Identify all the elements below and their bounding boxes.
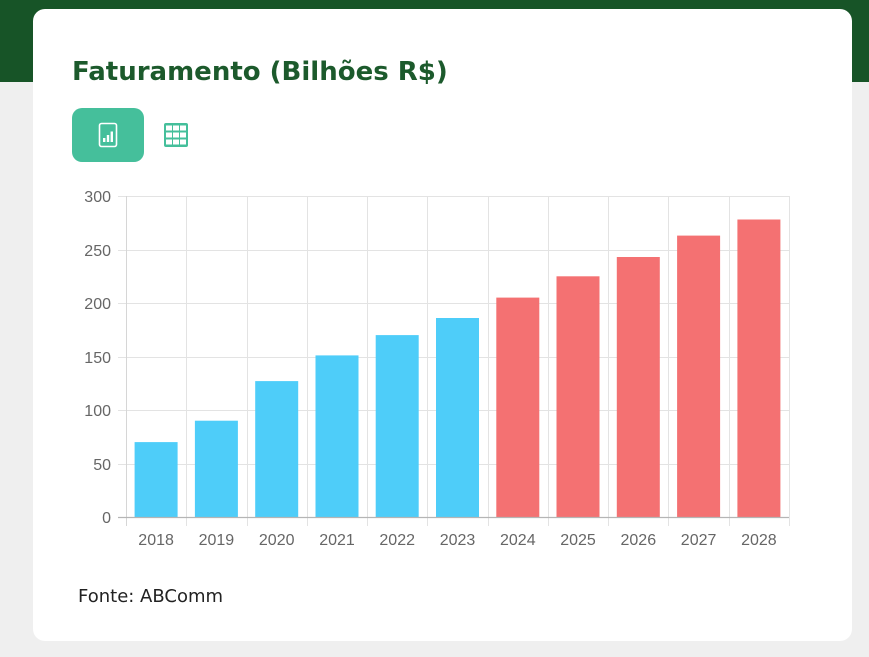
bar-2025[interactable] (556, 276, 600, 518)
bar-2022[interactable] (375, 335, 419, 517)
x-tick-label: 2023 (440, 532, 476, 549)
bar-2019[interactable] (194, 420, 238, 517)
chart-view-button[interactable] (72, 108, 144, 162)
bars (134, 219, 781, 518)
bar-chart-icon (98, 122, 118, 148)
bar-2027[interactable] (677, 235, 721, 517)
x-tick-label: 2021 (319, 532, 355, 549)
x-tick-label: 2018 (138, 532, 174, 549)
bar-2018[interactable] (134, 442, 178, 517)
bar-2020[interactable] (255, 381, 299, 517)
bar-2026[interactable] (616, 257, 660, 517)
x-tick-label: 2026 (621, 532, 657, 549)
x-tick-label: 2019 (199, 532, 235, 549)
bar-2023[interactable] (436, 318, 479, 517)
x-tick-label: 2020 (259, 532, 295, 549)
y-tick-label: 200 (84, 296, 111, 313)
y-tick-label: 100 (84, 403, 111, 420)
x-tick-label: 2022 (379, 532, 415, 549)
bar-2028[interactable] (737, 219, 781, 518)
table-grid-icon (164, 123, 188, 147)
x-tick-label: 2028 (741, 532, 777, 549)
y-tick-label: 300 (84, 189, 111, 206)
x-tick-label: 2027 (681, 532, 717, 549)
axes: 0 50 100 150 200 250 300 2018 2019 2020 2021 2022 20… (84, 189, 789, 549)
source-note: Fonte: ABComm (78, 586, 224, 607)
bar-2021[interactable] (315, 355, 359, 517)
x-tick-label: 2025 (560, 532, 596, 549)
bar-2024[interactable] (496, 297, 540, 517)
y-tick-label: 250 (84, 243, 111, 260)
y-tick-label: 50 (93, 457, 111, 474)
x-tick-label: 2024 (500, 532, 536, 549)
y-tick-label: 150 (84, 350, 111, 367)
table-view-button[interactable] (161, 120, 191, 150)
y-tick-label: 0 (102, 510, 111, 527)
chart-title: Faturamento (Bilhões R$) (72, 57, 448, 87)
